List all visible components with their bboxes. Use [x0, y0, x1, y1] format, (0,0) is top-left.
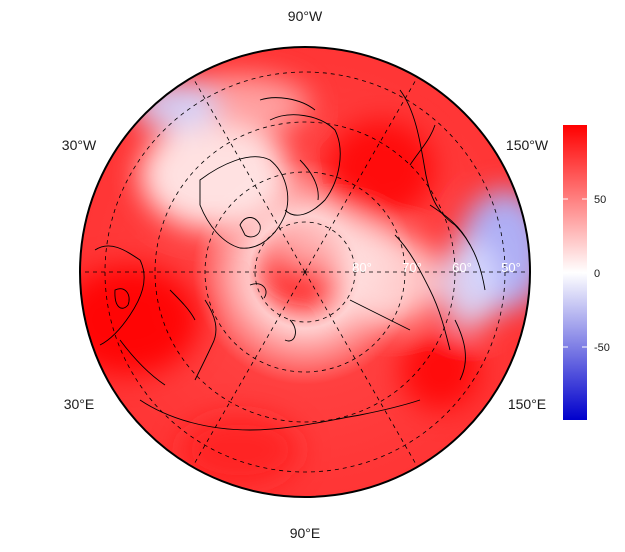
colorbar-tick-0: 0: [594, 268, 600, 280]
map-boundary: [79, 46, 531, 498]
graticule-meridian-240: [192, 76, 306, 273]
lon-label-30w: 30°W: [62, 137, 97, 153]
graticule-meridian-300: [304, 76, 418, 273]
graticule-meridian-60: [304, 271, 418, 468]
coast-europe: [94, 245, 166, 386]
coastlines: [94, 89, 486, 431]
lat-label-80: 80°: [352, 260, 372, 275]
lat-label-60: 60°: [452, 260, 472, 275]
lon-label-150e: 150°E: [508, 396, 546, 412]
lon-label-150w: 150°W: [506, 137, 549, 153]
coast-siberia: [349, 234, 451, 351]
coast-british-isles: [114, 288, 130, 309]
lon-label-90w: 90°W: [288, 8, 323, 24]
coast-svalbard-novaya-zemlya: [249, 283, 296, 342]
colorbar-ticks: 50 0 -50: [563, 194, 610, 354]
coast-alaska: [409, 124, 471, 246]
field-blobs: [80, 75, 530, 485]
colorbar-tick-50: 50: [594, 194, 606, 206]
colorbar: 50 0 -50: [563, 125, 610, 420]
lon-label-90e: 90°E: [290, 525, 321, 541]
lon-label-30e: 30°E: [64, 396, 95, 412]
graticule: [80, 71, 530, 473]
graticule-lat-60: [154, 121, 456, 423]
coast-kamchatka: [454, 319, 466, 381]
coast-scandinavia: [169, 289, 217, 381]
colorbar-tick-neg50: -50: [594, 342, 610, 354]
coast-asia-south: [139, 399, 421, 431]
lat-label-50: 50°: [501, 260, 521, 275]
coast-north-america-west: [399, 89, 486, 291]
longitude-labels: 90°W 30°W 150°W 30°E 150°E 90°E: [62, 8, 549, 541]
coast-hudson-bay: [239, 217, 261, 238]
lat-label-70: 70°: [402, 260, 422, 275]
coast-greenland: [199, 156, 289, 249]
coast-arctic-canada: [259, 97, 341, 216]
latitude-labels: 80° 70° 60° 50°: [352, 260, 521, 275]
graticule-meridian-120: [192, 271, 306, 468]
